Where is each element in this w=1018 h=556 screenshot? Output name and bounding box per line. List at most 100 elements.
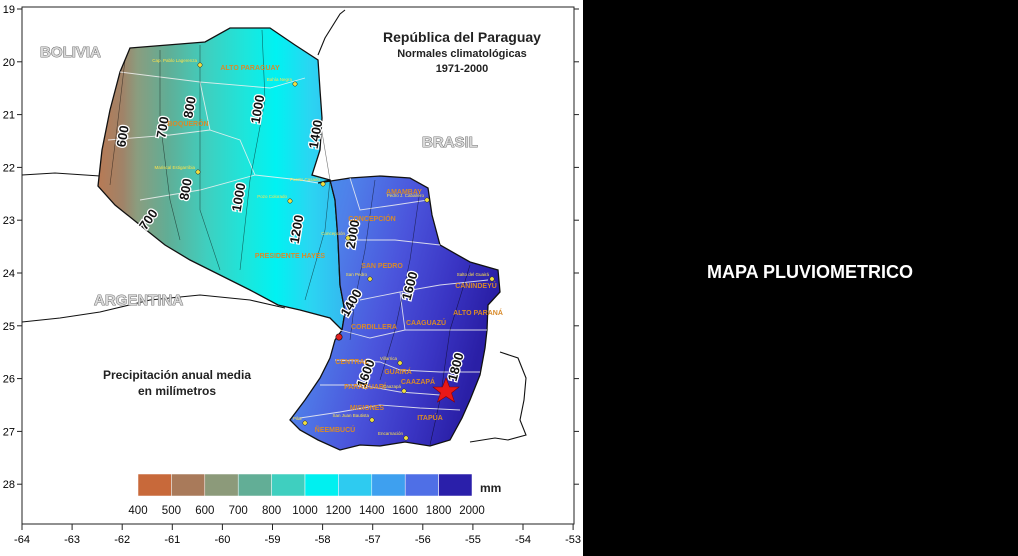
longitude-axis: -64 -63 -62 -61 -60 -59 -58 -57 -56 -55 -54 -53 bbox=[14, 524, 581, 546]
legend-swatch bbox=[304, 473, 339, 497]
legend-swatch bbox=[371, 473, 406, 497]
city-dot bbox=[287, 198, 293, 204]
legend-label: 600 bbox=[195, 505, 214, 517]
city-dot bbox=[195, 169, 201, 175]
lat-tick-label: 25 bbox=[3, 321, 15, 333]
rainfall-map: -64 -63 -62 -61 -60 -59 -58 -57 -56 -55 -54 -53 19 2… bbox=[3, 4, 581, 546]
legend-caption-line-1: Precipitación anual media bbox=[103, 368, 251, 382]
lat-tick-label: 19 bbox=[3, 4, 15, 16]
map-title-line-1: República del Paraguay bbox=[383, 29, 541, 45]
lat-tick-label: 22 bbox=[3, 162, 15, 174]
legend-swatch bbox=[338, 473, 373, 497]
department-label: PARAGUARÍ bbox=[344, 382, 387, 391]
city-label: Caazapá bbox=[383, 384, 402, 389]
lon-tick-label: -53 bbox=[565, 534, 581, 546]
department-label: ALTO PARAGUAY bbox=[220, 65, 280, 72]
lon-tick-label: -54 bbox=[515, 534, 531, 546]
legend-swatch bbox=[204, 473, 239, 497]
department-label: SAN PEDRO bbox=[361, 263, 403, 270]
legend-swatch bbox=[404, 473, 439, 497]
isohyet-label: 1000 bbox=[229, 182, 249, 213]
department-label: CAAZAPÁ bbox=[401, 377, 435, 386]
country-label-bolivia: BOLIVIA bbox=[40, 44, 101, 61]
lat-tick-label: 26 bbox=[3, 374, 15, 386]
city-dot bbox=[369, 417, 375, 423]
country-label-brasil: BRASIL bbox=[422, 134, 478, 151]
city-label: Puerto Casado bbox=[290, 177, 321, 182]
city-dot bbox=[401, 388, 407, 394]
lat-tick-label: 24 bbox=[3, 268, 15, 280]
city-dot bbox=[403, 435, 409, 441]
department-label: ÑEEMBUCÚ bbox=[315, 425, 355, 434]
lon-tick-label: -59 bbox=[265, 534, 281, 546]
city-label: San Juan Bautista bbox=[332, 413, 369, 418]
lon-tick-label: -58 bbox=[315, 534, 331, 546]
city-markers: Bahía Negra Cap. Pablo Lagerenza Puerto Ca… bbox=[152, 58, 495, 441]
city-label: Salto del Guairá bbox=[457, 272, 490, 277]
lat-tick-label: 27 bbox=[3, 426, 15, 438]
city-dot bbox=[367, 276, 373, 282]
department-label: PRESIDENTE HAYES bbox=[255, 253, 325, 260]
city-label: Pedro J. Caballero bbox=[387, 193, 425, 198]
international-borders bbox=[21, 9, 527, 443]
city-label: Pozo Colorado bbox=[257, 194, 287, 199]
map-panel: -64 -63 -62 -61 -60 -59 -58 -57 -56 -55 -54 -53 19 2… bbox=[0, 0, 583, 556]
map-title-line-2: Normales climatológicas bbox=[397, 48, 527, 60]
department-label: AMAMBAY bbox=[386, 189, 422, 196]
country-label-argentina: ARGENTINA bbox=[94, 292, 183, 309]
isohyet-label: 1000 bbox=[248, 94, 268, 125]
city-label: Pilar bbox=[293, 416, 303, 421]
isohyet-label: 1400 bbox=[306, 119, 326, 150]
isohyet-label: 700 bbox=[153, 115, 172, 139]
department-label: CANINDEYÚ bbox=[455, 281, 497, 290]
city-dot bbox=[320, 181, 326, 187]
department-label: ITAPÚA bbox=[417, 413, 443, 422]
side-title: MAPA PLUVIOMETRICO bbox=[707, 262, 913, 282]
lon-tick-label: -64 bbox=[14, 534, 30, 546]
city-label: Bahía Negra bbox=[267, 77, 293, 82]
isohyet-label: 800 bbox=[180, 95, 199, 119]
lon-tick-label: -60 bbox=[214, 534, 230, 546]
legend-label: 800 bbox=[262, 505, 281, 517]
legend-label: 1200 bbox=[326, 505, 352, 517]
legend-label: 500 bbox=[162, 505, 181, 517]
city-label: Cap. Pablo Lagerenza bbox=[152, 58, 197, 63]
lon-tick-label: -55 bbox=[465, 534, 481, 546]
lon-tick-label: -57 bbox=[365, 534, 381, 546]
map-title-line-3: 1971-2000 bbox=[436, 63, 489, 75]
legend-label: 700 bbox=[229, 505, 248, 517]
legend-swatch bbox=[137, 473, 172, 497]
lat-tick-label: 21 bbox=[3, 110, 15, 122]
city-dot bbox=[489, 276, 495, 282]
isohyet-label: 2000 bbox=[343, 219, 363, 250]
department-labels: ALTO PARAGUAY BOQUERÓN PRESIDENTE HAYES CON… bbox=[167, 65, 503, 434]
department-label: BOQUERÓN bbox=[167, 119, 208, 128]
department-label: MISIONES bbox=[350, 405, 385, 412]
city-dot bbox=[424, 197, 430, 203]
isohyet-label: 1200 bbox=[287, 214, 307, 245]
legend-unit: mm bbox=[480, 481, 501, 495]
isohyet-lines bbox=[109, 29, 471, 446]
lon-tick-label: -61 bbox=[164, 534, 180, 546]
lat-tick-label: 23 bbox=[3, 215, 15, 227]
lat-tick-label: 28 bbox=[3, 479, 15, 491]
legend-label: 400 bbox=[128, 505, 147, 517]
latitude-axis: 19 20 21 22 23 24 25 26 27 28 bbox=[3, 4, 579, 491]
lat-tick-label: 20 bbox=[3, 57, 15, 69]
city-dot bbox=[302, 420, 308, 426]
legend-swatch bbox=[438, 473, 473, 497]
department-label: CORDILLERA bbox=[351, 324, 397, 331]
capital-marker bbox=[335, 333, 343, 341]
city-label: Concepción bbox=[321, 231, 345, 236]
legend-label: 1400 bbox=[359, 505, 385, 517]
department-label: CENTRAL bbox=[335, 359, 369, 366]
precipitation-legend: 400 500 600 700 800 1000 1200 1400 1600 1800 2000 bbox=[128, 473, 485, 517]
city-label: Mariscal Estigarribia bbox=[154, 165, 195, 170]
lon-tick-label: -62 bbox=[114, 534, 130, 546]
city-dot bbox=[397, 360, 403, 366]
legend-label: 1800 bbox=[426, 505, 452, 517]
legend-label: 1000 bbox=[292, 505, 318, 517]
isohyet-label: 600 bbox=[113, 124, 132, 148]
lon-tick-label: -56 bbox=[415, 534, 431, 546]
department-label: ALTO PARANÁ bbox=[453, 308, 503, 317]
